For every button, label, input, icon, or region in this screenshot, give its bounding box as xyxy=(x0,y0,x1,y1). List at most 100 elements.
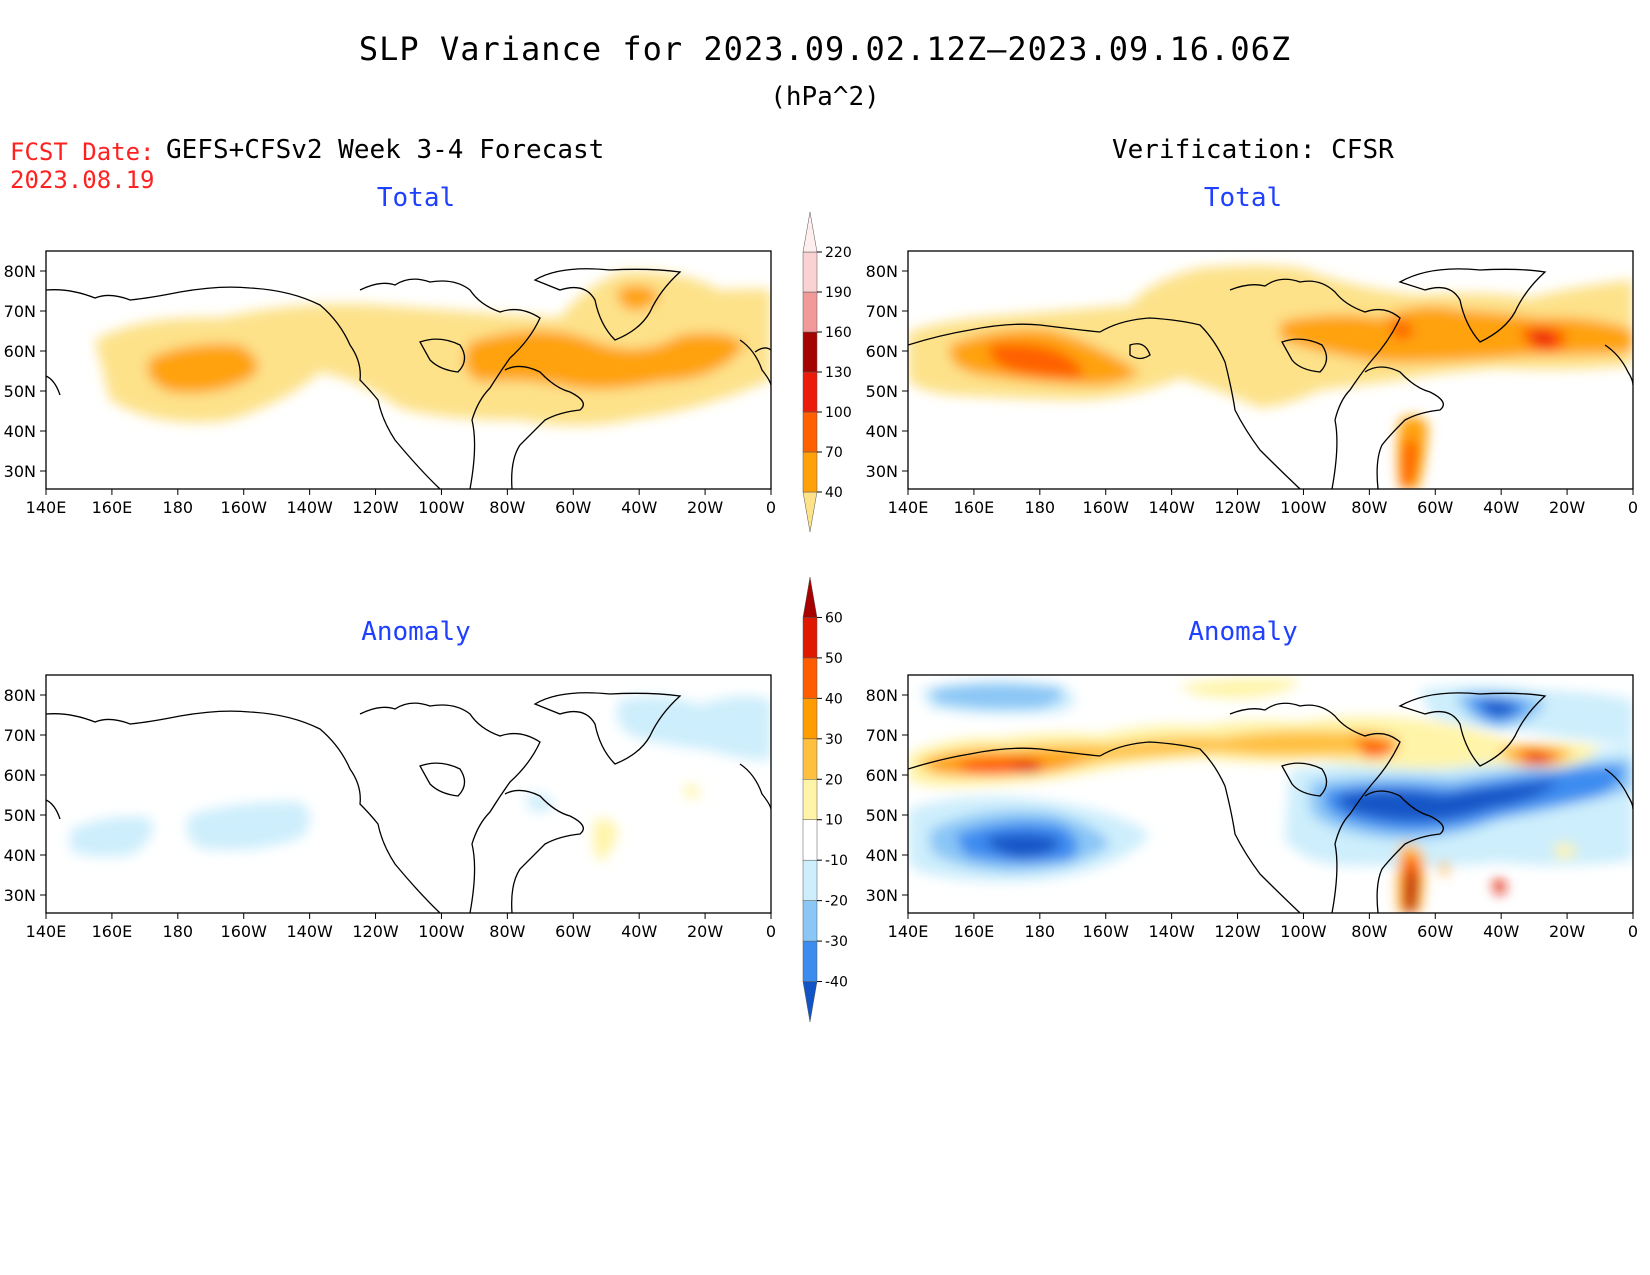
lat-tick-label: 80N xyxy=(866,686,898,705)
lat-tick-label: 30N xyxy=(4,462,36,481)
lon-tick-label: 0 xyxy=(766,922,776,941)
lon-tick-label: 100W xyxy=(1280,498,1327,517)
colorbar-swatch xyxy=(802,698,818,740)
lon-tick-label: 100W xyxy=(418,922,465,941)
colorbar-swatch xyxy=(802,331,818,373)
axis-labels: 80N 70N 60N 50N 40N 30N 140E 160E 180 160W 140W 120… xyxy=(4,262,1638,941)
lon-tick-label: 20W xyxy=(1549,498,1585,517)
lon-tick-label: 40W xyxy=(1483,498,1519,517)
lat-tick-label: 70N xyxy=(4,302,36,321)
colorbar-tick-label: 30 xyxy=(825,732,843,748)
colorbar-tick-label: 190 xyxy=(825,285,852,301)
forecast-heading: GEFS+CFSv2 Week 3-4 Forecast xyxy=(166,135,605,165)
lat-tick-label: 50N xyxy=(866,382,898,401)
lon-tick-label: 140W xyxy=(1148,922,1195,941)
colorbar-swatch xyxy=(802,576,818,618)
anomaly-pos40-region xyxy=(1358,741,1395,756)
lon-tick-label: 140E xyxy=(888,922,929,941)
colorbar-tick-label: 50 xyxy=(825,651,843,667)
lat-tick-label: 50N xyxy=(4,382,36,401)
lon-tick-label: 160W xyxy=(221,498,268,517)
forecast-total-map xyxy=(45,250,772,490)
total-70-100-region xyxy=(617,285,660,311)
total-130-160-region xyxy=(1530,330,1558,346)
colorbar-swatch xyxy=(802,411,818,453)
lat-tick-label: 60N xyxy=(866,766,898,785)
lat-tick-label: 40N xyxy=(4,846,36,865)
colorbar-tick-label: 70 xyxy=(825,445,843,461)
colorbar-tick-label: 100 xyxy=(825,405,852,421)
total-100-130-region xyxy=(989,343,1083,378)
colorbar-tick-label: 220 xyxy=(825,245,852,261)
colorbar-swatch xyxy=(802,657,818,699)
lat-tick-label: 80N xyxy=(4,262,36,281)
lon-tick-label: 160W xyxy=(1083,922,1130,941)
lat-tick-label: 80N xyxy=(4,686,36,705)
lon-tick-label: 60W xyxy=(555,498,591,517)
lat-tick-label: 70N xyxy=(866,302,898,321)
colorbar-tick-label: -10 xyxy=(825,853,848,869)
lon-tick-label: 160E xyxy=(92,498,133,517)
colorbar-swatch xyxy=(802,819,818,861)
lat-tick-label: 30N xyxy=(866,462,898,481)
lat-tick-label: 30N xyxy=(4,886,36,905)
fcst-date: FCST Date: 2023.08.19 xyxy=(10,138,155,194)
verification-anomaly-map xyxy=(907,674,1634,914)
colorbar-swatch xyxy=(802,859,818,901)
anomaly-neg40-region xyxy=(1480,700,1518,716)
lon-tick-label: 180 xyxy=(163,498,194,517)
lat-tick-label: 60N xyxy=(866,342,898,361)
colorbar-swatch xyxy=(802,491,818,533)
lon-tick-label: 0 xyxy=(1628,922,1638,941)
lon-tick-label: 140W xyxy=(1148,498,1195,517)
anomaly-neg20-region xyxy=(930,683,1063,710)
anomaly-neg10-region xyxy=(616,696,771,760)
colorbar-tick-label: 10 xyxy=(825,813,843,829)
lat-tick-label: 60N xyxy=(4,342,36,361)
lon-tick-label: 60W xyxy=(1417,498,1453,517)
lat-tick-label: 70N xyxy=(4,726,36,745)
colorbar-swatch xyxy=(802,940,818,982)
colorbar-swatch xyxy=(802,981,818,1023)
coastlines xyxy=(46,692,771,913)
colorbar-swatch xyxy=(802,211,818,253)
lon-tick-label: 140W xyxy=(286,498,333,517)
lon-tick-label: 60W xyxy=(555,922,591,941)
total-100-130-region xyxy=(1401,439,1418,489)
colorbar-swatch xyxy=(802,291,818,333)
anomaly-pos50-region xyxy=(1010,760,1045,773)
lon-tick-label: 120W xyxy=(352,498,399,517)
lat-tick-label: 30N xyxy=(866,886,898,905)
colorbar-tick-label: -40 xyxy=(825,975,848,991)
anomaly-pos10-region xyxy=(685,784,700,798)
anomaly-neg10-region xyxy=(186,801,310,851)
lon-tick-label: 120W xyxy=(352,922,399,941)
colorbar-tick-label: 160 xyxy=(825,325,852,341)
lon-tick-label: 100W xyxy=(1280,922,1327,941)
lon-tick-label: 160E xyxy=(954,922,995,941)
anomaly-pos50-region xyxy=(1528,753,1552,764)
colorbar-swatch xyxy=(802,371,818,413)
lat-tick-label: 50N xyxy=(866,806,898,825)
lon-tick-label: 20W xyxy=(687,922,723,941)
total-colorbar: 40 70 100 130 160 190 220 xyxy=(802,211,852,533)
lon-tick-label: 120W xyxy=(1214,922,1261,941)
lon-tick-label: 100W xyxy=(418,498,465,517)
lon-tick-label: 180 xyxy=(163,922,194,941)
anomaly-neg10-region xyxy=(525,793,555,812)
lon-tick-label: 140E xyxy=(888,498,929,517)
anomaly-neg40-region xyxy=(985,833,1060,858)
colorbar-tick-label: -20 xyxy=(825,894,848,910)
anomaly-pos-streak xyxy=(1440,861,1450,876)
lon-tick-label: 60W xyxy=(1417,922,1453,941)
lat-tick-label: 40N xyxy=(866,846,898,865)
forecast-anomaly-title: Anomaly xyxy=(361,617,471,647)
anomaly-colorbar: -40 -30 -20 -10 10 20 30 40 50 60 xyxy=(802,576,848,1023)
lon-tick-label: 120W xyxy=(1214,498,1261,517)
lon-tick-label: 40W xyxy=(621,498,657,517)
total-70-100-region xyxy=(464,330,745,390)
anomaly-neg40-region xyxy=(1340,780,1560,822)
lat-tick-label: 60N xyxy=(4,766,36,785)
lon-tick-label: 140E xyxy=(26,922,67,941)
